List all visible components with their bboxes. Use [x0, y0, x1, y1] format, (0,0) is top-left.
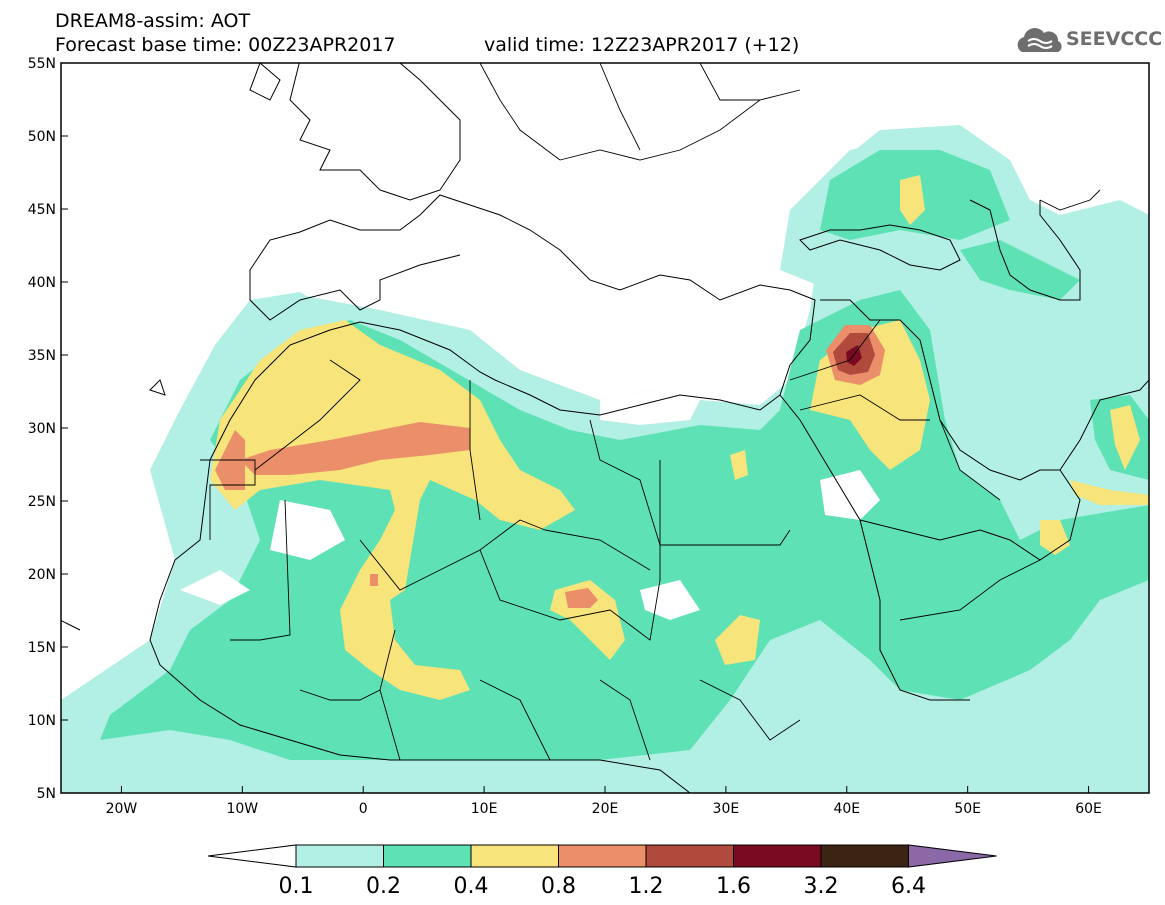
aot-below-0.1: [180, 390, 880, 620]
colorbar: 0.1 0.2 0.4 0.8 1.2 1.6 3.2 6.4: [207, 844, 997, 899]
colorbar-label: 0.1: [279, 874, 314, 899]
lon-tick-label: 20W: [106, 801, 138, 817]
colorbar-label: 1.2: [629, 874, 664, 899]
colorbar-segment: [645, 844, 734, 868]
colorbar-label: 0.4: [454, 874, 489, 899]
lon-tick-label: 20E: [592, 801, 619, 817]
coastlines: [61, 63, 1149, 793]
forecast-base-time: Forecast base time: 00Z23APR2017: [55, 34, 396, 56]
colorbar-segment: [558, 844, 647, 868]
borders: [200, 63, 1101, 761]
longitude-axis: 20W 10W 0 10E 20E 30E 40E 50E 60E: [106, 786, 1102, 817]
lat-tick-label: 10N: [28, 713, 56, 729]
lon-tick-label: 60E: [1075, 801, 1102, 817]
map-title: DREAM8-assim: AOT: [55, 10, 251, 32]
colorbar-segment: [820, 844, 909, 868]
lon-tick-label: 0: [359, 801, 368, 817]
colorbar-label: 3.2: [804, 874, 839, 899]
colorbar-label: 0.8: [541, 874, 576, 899]
lat-tick-label: 30N: [28, 421, 56, 437]
seevccc-logo: [1016, 24, 1156, 58]
aot-1.6-field: [846, 345, 862, 366]
lat-tick-label: 25N: [28, 494, 56, 510]
lat-tick-label: 45N: [28, 202, 56, 218]
colorbar-segment: [295, 844, 384, 868]
logo-text: SEEVCCC: [1066, 28, 1163, 50]
lat-tick-label: 55N: [28, 56, 56, 72]
latitude-axis: 55N 50N 45N 40N 35N 30N 25N 20N 15N 10N 5N: [28, 56, 68, 802]
lon-tick-label: 40E: [833, 801, 860, 817]
lon-tick-label: 50E: [954, 801, 981, 817]
colorbar-segment: [383, 844, 472, 868]
colorbar-label: 0.2: [366, 874, 401, 899]
lon-tick-label: 10W: [226, 801, 258, 817]
colorbar-segment: [470, 844, 559, 868]
lat-tick-label: 20N: [28, 567, 56, 583]
colorbar-label: 6.4: [891, 874, 926, 899]
lat-tick-label: 40N: [28, 275, 56, 291]
lon-tick-label: 10E: [471, 801, 498, 817]
lat-tick-label: 5N: [37, 786, 56, 802]
colorbar-over-arrow: [908, 844, 997, 868]
cloud-icon: [1017, 28, 1062, 52]
lat-tick-label: 50N: [28, 129, 56, 145]
lat-tick-label: 35N: [28, 348, 56, 364]
colorbar-segment: [733, 844, 822, 868]
valid-time: valid time: 12Z23APR2017 (+12): [484, 34, 800, 56]
map-plot-area: [61, 63, 1149, 793]
lon-tick-label: 30E: [713, 801, 740, 817]
lat-tick-label: 15N: [28, 640, 56, 656]
colorbar-under-arrow: [207, 844, 297, 868]
colorbar-label: 1.6: [716, 874, 751, 899]
